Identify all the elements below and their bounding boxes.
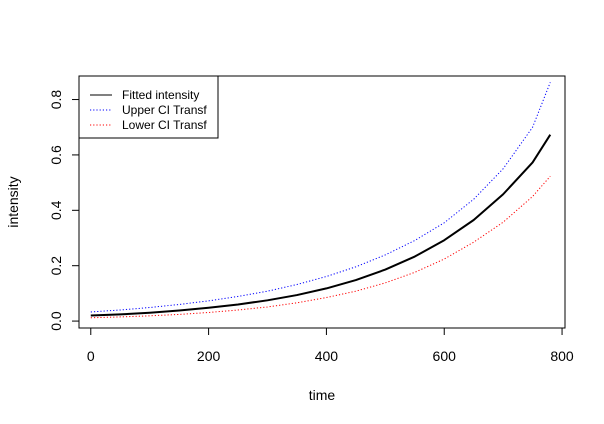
y-tick-label: 0.8 [48,90,64,110]
series-layer [90,82,552,319]
x-axis-label: time [309,387,336,403]
x-tick-label: 200 [197,348,221,364]
x-tick-label: 600 [433,348,457,364]
legend-label-lower-ci: Lower CI Transf [122,118,207,132]
series-line-fitted-intensity [90,134,552,317]
y-tick-label: 0.0 [48,311,64,331]
x-tick-label: 800 [550,348,574,364]
x-tick-label: 400 [315,348,339,364]
y-axis: 0.0 0.2 0.4 0.6 0.8 [48,90,80,331]
series-line-lower-ci [90,175,551,319]
y-tick-label: 0.4 [48,200,64,220]
legend-label-upper-ci: Upper CI Transf [122,103,207,117]
y-tick-label: 0.6 [48,145,64,165]
y-tick-label: 0.2 [48,256,64,276]
x-axis: 0 200 400 600 800 [87,327,574,364]
legend: Fitted intensity Upper CI Transf Lower C… [78,75,219,139]
y-axis-label: intensity [5,176,21,227]
legend-box [78,75,219,139]
legend-label-fitted-intensity: Fitted intensity [122,88,199,102]
x-tick-label: 0 [87,348,95,364]
